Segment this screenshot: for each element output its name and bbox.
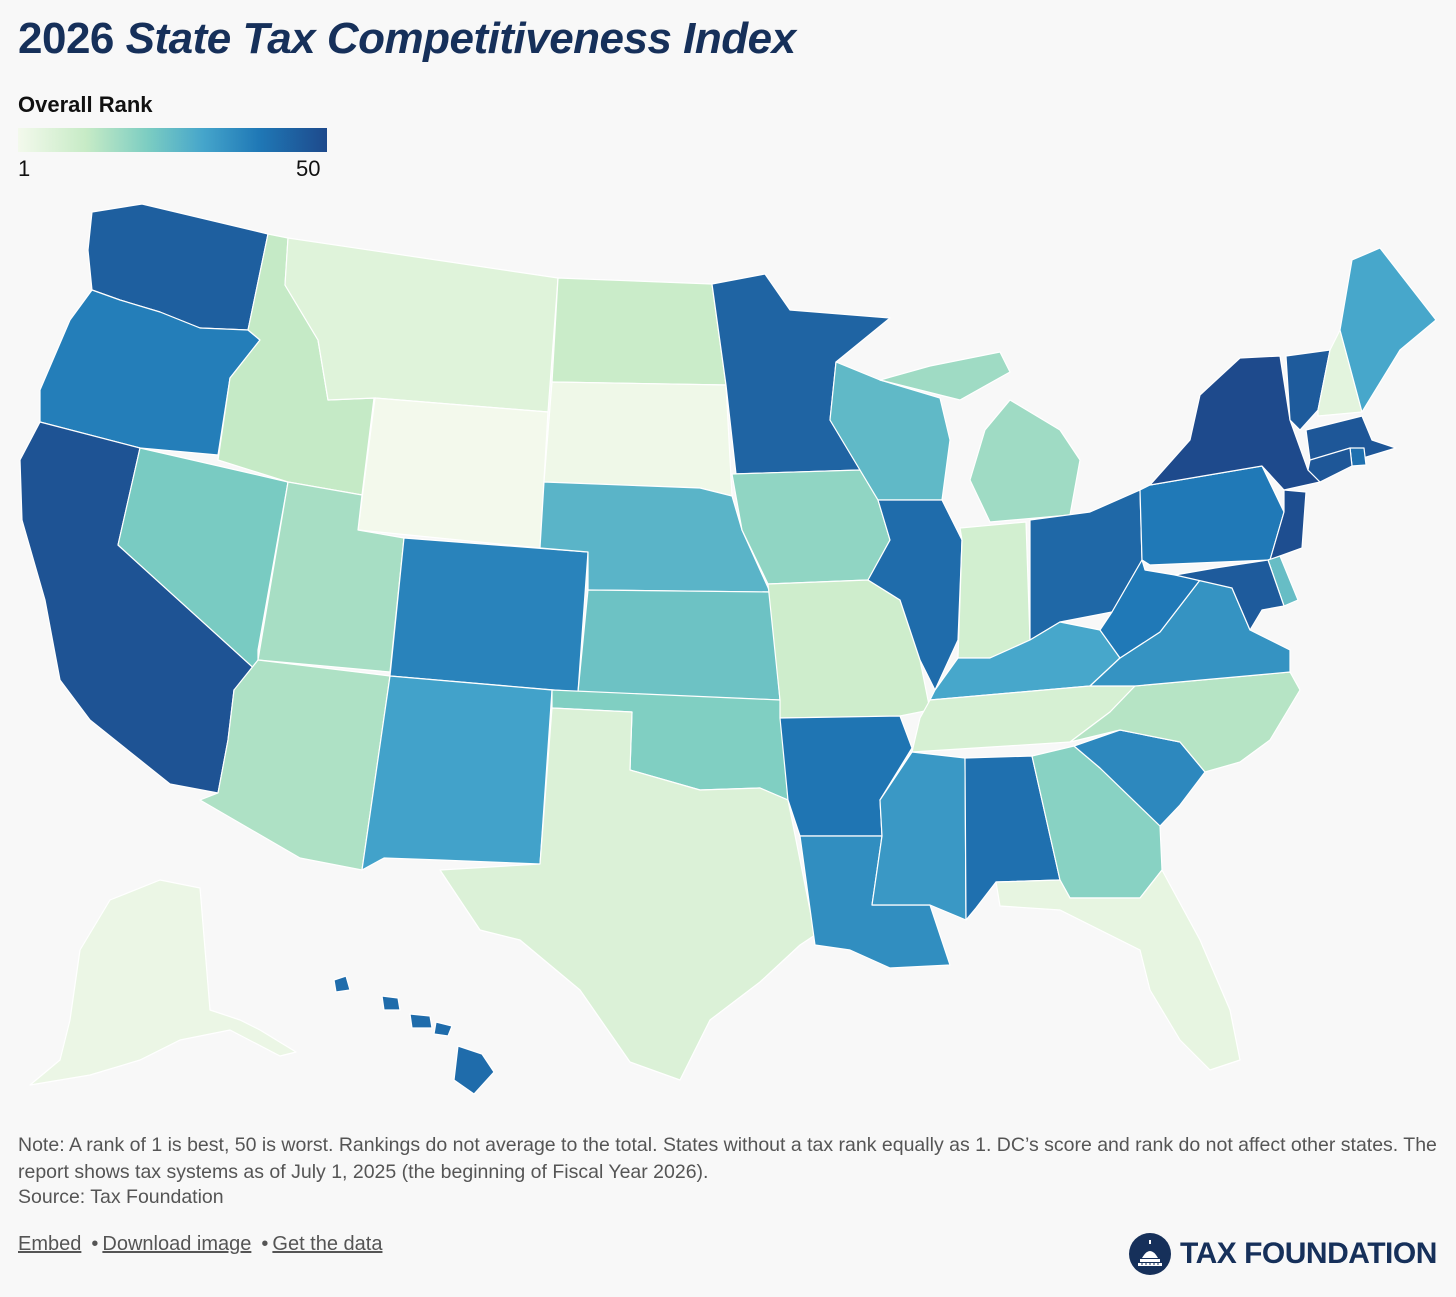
footer-links: Embed • Download image • Get the data (18, 1233, 382, 1256)
state-MI[interactable] (879, 351, 1081, 523)
capitol-dome-icon (1129, 1233, 1171, 1275)
state-HI[interactable] (333, 975, 495, 1095)
state-WY[interactable] (357, 397, 549, 549)
state-NC[interactable] (1069, 671, 1301, 773)
legend-title: Overall Rank (18, 92, 153, 117)
note-text: Note: A rank of 1 is best, 50 is worst. … (18, 1134, 1437, 1183)
brand-name: TAX FOUNDATION (1180, 1237, 1437, 1270)
state-KS[interactable] (577, 589, 781, 701)
page-title: 2026 State Tax Competitiveness Index (18, 14, 796, 64)
state-NM[interactable] (361, 675, 553, 871)
state-SD[interactable] (543, 381, 733, 497)
legend-min-label: 1 (18, 156, 31, 181)
download-image-link[interactable]: Download image (102, 1233, 252, 1255)
embed-link[interactable]: Embed (18, 1233, 82, 1255)
state-IN[interactable] (957, 521, 1031, 659)
state-MT[interactable] (284, 237, 559, 413)
state-CO[interactable] (389, 537, 589, 693)
state-MD[interactable] (1174, 559, 1285, 631)
title-year: 2026 (18, 14, 114, 63)
state-CT[interactable] (1307, 447, 1353, 483)
state-TX[interactable] (439, 707, 816, 1081)
state-ME[interactable] (1339, 247, 1437, 413)
link-separator: • (261, 1233, 269, 1255)
legend-max-label: 50 (296, 156, 321, 181)
state-AK[interactable] (29, 879, 297, 1086)
tax-foundation-logo[interactable]: TAX FOUNDATION (1128, 1230, 1437, 1278)
state-ND[interactable] (551, 277, 727, 386)
title-text: State Tax Competitiveness Index (125, 14, 796, 63)
link-separator: • (91, 1233, 99, 1255)
source-text: Source: Tax Foundation (18, 1186, 224, 1208)
legend-color-bar (18, 128, 327, 152)
state-FL[interactable] (995, 869, 1241, 1071)
state-VT[interactable] (1285, 349, 1331, 431)
state-RI[interactable] (1349, 447, 1367, 467)
state-NH[interactable] (1317, 329, 1363, 417)
state-IL[interactable] (867, 499, 963, 691)
us-state-map (19, 203, 1437, 1095)
get-data-link[interactable]: Get the data (272, 1233, 383, 1255)
